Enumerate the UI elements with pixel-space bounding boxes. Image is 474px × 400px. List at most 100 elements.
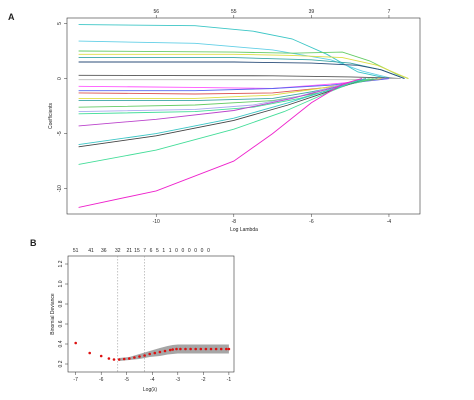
b-point-18 [179,347,182,351]
coef-path-5 [78,61,405,80]
b-top-label-7: 6 [150,248,153,254]
a-x-tick-label-0: -10 [153,219,160,225]
b-top-label-2: 36 [101,248,107,254]
b-x-tick-label-4: -3 [176,377,181,383]
b-top-label-0: 51 [73,248,79,254]
a-y-tick-label-2: 0 [57,77,63,80]
panel-b-band [119,344,229,361]
b-point-19 [184,347,187,351]
b-top-label-14: 0 [194,248,197,254]
coef-path-7 [78,78,401,81]
panel-b-points [74,341,231,361]
a-y-tick-label-1: -5 [57,131,63,136]
panel-b: B -7 -6 -5 -4 -3 -2 -1 0.20.40.60.81.01.2 51 41… [30,238,235,393]
coef-path-2 [78,50,409,80]
coef-path-0 [78,24,390,80]
a-y-tick-label-3: 5 [57,22,63,25]
b-top-label-13: 0 [188,248,191,254]
b-y-tick-label-3: 0.8 [58,300,64,307]
panel-a-y-ticks: -10 -5 0 5 [57,22,67,192]
panel-a-letter: A [8,12,15,22]
b-point-25 [214,347,218,351]
b-top-label-6: 7 [143,248,146,254]
b-point-15 [168,348,172,352]
coef-path-20 [78,78,362,208]
coef-path-1 [78,40,393,80]
panel-a-x-label: Log Lambda [230,227,258,233]
coef-path-9 [78,78,390,92]
b-point-20 [189,347,192,351]
b-top-label-11: 0 [175,248,178,254]
coef-path-19 [78,78,362,165]
b-top-label-1: 41 [88,248,94,254]
b-point-14 [163,349,167,353]
b-y-tick-label-1: 0.4 [58,340,64,347]
b-top-label-5: 15 [134,248,140,254]
coef-path-6 [78,74,401,80]
a-top-label-2: 39 [309,9,315,15]
b-top-label-4: 21 [127,248,133,254]
b-point-16 [171,348,174,351]
b-top-label-15: 0 [201,248,204,254]
a-top-label-0: 56 [153,9,159,15]
panel-a: A -10 -8 -6 -4 -10 -5 0 5 56 55 39 7 Log Lambda C… [8,9,421,233]
b-y-tick-label-4: 1.0 [58,280,64,287]
b-point-13 [158,350,162,354]
b-point-21 [194,347,197,351]
b-y-tick-label-0: 0.2 [58,360,64,367]
panel-a-y-label: Coefficients [48,102,54,129]
b-point-23 [204,347,208,351]
panel-a-top-ticks: 56 55 39 7 [153,9,391,18]
b-point-27 [225,347,228,351]
panel-a-series [78,24,409,208]
a-x-tick-label-1: -8 [232,219,237,225]
panel-b-frame [67,255,235,373]
panel-b-y-ticks: 0.2 0.4 0.6 0.8 1.0 1.2 [58,260,68,367]
panel-a-x-ticks: -10 -8 -6 -4 [153,214,392,225]
a-x-tick-label-3: -4 [387,219,392,225]
b-x-tick-label-1: -6 [99,377,104,383]
b-point-10 [143,354,146,357]
b-point-4 [112,358,116,361]
b-point-28 [227,347,231,351]
b-x-tick-label-2: -5 [125,377,130,383]
b-point-22 [199,347,203,351]
b-point-24 [209,347,213,351]
b-point-11 [148,352,151,356]
b-x-tick-label-5: -2 [201,377,206,383]
a-y-tick-label-0: -10 [57,185,63,192]
b-top-label-16: 0 [207,248,210,254]
b-point-26 [219,347,223,351]
b-point-1 [88,351,91,355]
b-error-band [119,344,229,361]
panel-b-x-ticks: -7 -6 -5 -4 -3 -2 -1 [73,372,231,383]
b-top-label-12: 0 [182,248,185,254]
b-top-label-8: 5 [156,248,159,254]
b-x-tick-label-6: -1 [227,377,232,383]
b-point-8 [133,356,136,359]
b-point-9 [138,355,141,358]
b-y-tick-label-2: 0.6 [58,320,64,327]
b-point-0 [74,341,77,345]
panel-b-letter: B [30,238,37,248]
a-top-label-1: 55 [231,9,237,15]
a-top-label-3: 7 [388,9,391,15]
coef-path-3 [78,53,409,80]
coef-path-14 [78,78,370,115]
b-x-tick-label-0: -7 [73,377,78,383]
b-point-17 [175,347,178,351]
panel-b-top-labels: 51 41 36 32 21 15 7 6 5 1 1 0 0 0 0 0 0 [73,248,210,254]
b-top-label-10: 1 [169,248,172,254]
b-point-7 [128,357,131,360]
b-point-2 [99,354,103,358]
b-point-5 [117,358,121,361]
panel-b-y-label: Binomial Deviance [50,293,56,335]
a-x-tick-label-2: -6 [309,219,314,225]
b-y-tick-label-5: 1.2 [58,260,64,267]
b-point-3 [107,357,111,360]
panel-a-frame [66,17,421,215]
b-point-6 [122,357,126,361]
b-top-label-3: 32 [115,248,121,254]
b-point-12 [153,351,157,355]
